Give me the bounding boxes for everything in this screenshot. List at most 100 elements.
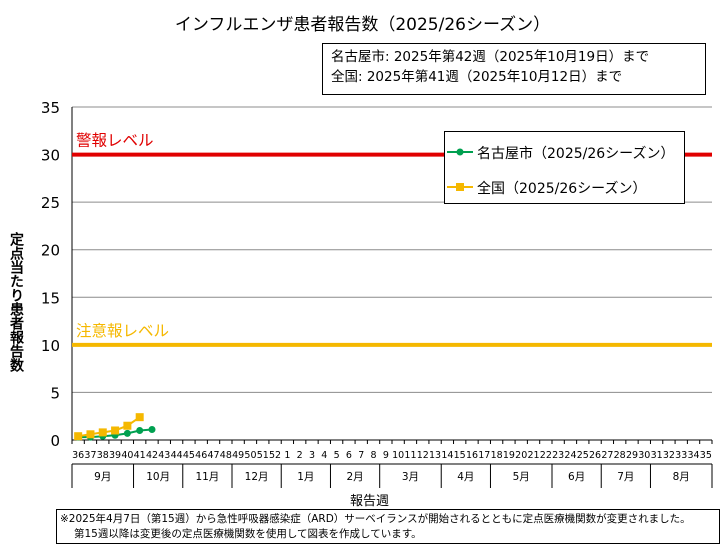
y-tick-label: 15 xyxy=(41,289,60,307)
data-period-national: 全国: 2025年第41週（2025年10月12日）まで xyxy=(331,69,623,85)
x-tick-label: 28 xyxy=(614,450,626,461)
footnote-line-2: 第15週以降は変更後の定点医療機関数を使用して図表を作成しています。 xyxy=(74,528,422,540)
month-label: 2月 xyxy=(346,471,363,483)
x-tick-label: 34 xyxy=(687,450,699,461)
x-tick-label: 50 xyxy=(244,450,256,461)
x-tick-label: 30 xyxy=(638,450,650,461)
x-tick-label: 21 xyxy=(527,450,539,461)
x-tick-label: 42 xyxy=(146,450,158,461)
x-tick-label: 32 xyxy=(663,450,675,461)
x-tick-label: 36 xyxy=(72,450,84,461)
y-tick-label: 35 xyxy=(41,99,60,117)
x-tick-label: 23 xyxy=(552,450,564,461)
data-point-national xyxy=(86,430,95,439)
x-tick-label: 29 xyxy=(626,450,638,461)
y-tick-label: 20 xyxy=(41,242,60,260)
y-tick-label: 0 xyxy=(50,432,60,450)
y-tick-label: 30 xyxy=(41,147,60,165)
legend-marker-nagoya-icon xyxy=(447,148,473,156)
month-label: 7月 xyxy=(617,471,634,483)
x-tick-label: 37 xyxy=(84,450,96,461)
chart-title: インフルエンザ患者報告数（2025/26シーズン） xyxy=(174,15,551,35)
x-tick-label: 35 xyxy=(700,450,712,461)
month-label: 4月 xyxy=(457,471,474,483)
x-tick-label: 45 xyxy=(183,450,195,461)
x-tick-label: 4 xyxy=(321,450,327,461)
x-tick-label: 39 xyxy=(109,450,121,461)
month-label: 3月 xyxy=(402,471,419,483)
x-tick-label: 10 xyxy=(392,450,404,461)
x-tick-label: 52 xyxy=(269,450,281,461)
x-tick-label: 16 xyxy=(466,450,478,461)
x-tick-label: 11 xyxy=(404,450,416,461)
x-tick-label: 46 xyxy=(195,450,207,461)
month-label: 9月 xyxy=(94,471,111,483)
footnote-line-1: ※2025年4月7日（第15週）から急性呼吸器感染症（ARD）サーベイランスが開… xyxy=(60,513,691,525)
x-tick-label: 43 xyxy=(158,450,170,461)
x-tick-label: 15 xyxy=(454,450,466,461)
x-tick-label: 44 xyxy=(171,450,183,461)
legend-label-nagoya: 名古屋市（2025/26シーズン） xyxy=(477,146,675,162)
x-tick-label: 13 xyxy=(429,450,441,461)
x-tick-label: 22 xyxy=(540,450,552,461)
x-tick-label: 17 xyxy=(478,450,490,461)
data-point-nagoya xyxy=(123,429,131,437)
y-axis-label: 定点当たり患者報告数 xyxy=(8,232,24,372)
footnote: ※2025年4月7日（第15週）から急性呼吸器感染症（ARD）サーベイランスが開… xyxy=(56,509,720,544)
data-point-national xyxy=(123,421,132,430)
data-point-national xyxy=(111,426,120,435)
legend: 名古屋市（2025/26シーズン） 全国（2025/26シーズン） xyxy=(444,131,685,204)
x-tick-label: 38 xyxy=(97,450,109,461)
x-tick-label: 48 xyxy=(220,450,232,461)
x-tick-label: 6 xyxy=(346,450,352,461)
data-point-nagoya xyxy=(148,426,156,434)
data-period-box: 名古屋市: 2025年第42週（2025年10月19日）まで 全国: 2025年… xyxy=(322,43,706,95)
x-tick-label: 40 xyxy=(121,450,133,461)
x-axis-label: 報告週 xyxy=(350,494,390,509)
x-tick-label: 27 xyxy=(601,450,613,461)
legend-item-nagoya: 名古屋市（2025/26シーズン） xyxy=(445,142,685,162)
data-point-national xyxy=(74,432,83,441)
legend-marker-national-icon xyxy=(447,183,473,191)
x-tick-label: 25 xyxy=(577,450,589,461)
x-tick-label: 49 xyxy=(232,450,244,461)
month-label: 12月 xyxy=(245,471,269,483)
data-point-nagoya xyxy=(136,426,144,434)
y-tick-label: 5 xyxy=(50,384,60,402)
x-tick-label: 5 xyxy=(334,450,340,461)
month-label: 5月 xyxy=(513,471,530,483)
x-tick-label: 19 xyxy=(503,450,515,461)
month-label: 8月 xyxy=(673,471,690,483)
warning-level-label: 警報レベル xyxy=(76,132,154,150)
x-tick-label: 47 xyxy=(207,450,219,461)
x-tick-label: 41 xyxy=(134,450,146,461)
month-label: 11月 xyxy=(195,471,219,483)
x-tick-label: 8 xyxy=(371,450,377,461)
x-tick-label: 31 xyxy=(651,450,663,461)
x-tick-label: 12 xyxy=(417,450,429,461)
y-tick-label: 25 xyxy=(41,194,60,212)
caution-level-label: 注意報レベル xyxy=(76,321,169,340)
data-point-national xyxy=(98,428,107,437)
x-tick-label: 33 xyxy=(675,450,687,461)
x-tick-label: 3 xyxy=(309,450,315,461)
x-tick-label: 18 xyxy=(491,450,503,461)
y-tick-label: 10 xyxy=(41,337,60,355)
x-tick-label: 9 xyxy=(383,450,389,461)
data-point-national xyxy=(135,413,144,422)
x-tick-label: 26 xyxy=(589,450,601,461)
x-tick-label: 24 xyxy=(564,450,576,461)
x-tick-label: 7 xyxy=(358,450,364,461)
x-tick-label: 20 xyxy=(515,450,527,461)
x-tick-label: 2 xyxy=(297,450,303,461)
data-period-nagoya: 名古屋市: 2025年第42週（2025年10月19日）まで xyxy=(331,49,650,65)
legend-item-national: 全国（2025/26シーズン） xyxy=(445,177,685,197)
month-label: 10月 xyxy=(146,471,170,483)
month-label: 1月 xyxy=(297,471,314,483)
legend-label-national: 全国（2025/26シーズン） xyxy=(477,181,647,197)
x-tick-label: 1 xyxy=(284,450,290,461)
x-tick-label: 14 xyxy=(441,450,453,461)
x-tick-label: 51 xyxy=(257,450,269,461)
month-label: 6月 xyxy=(568,471,585,483)
